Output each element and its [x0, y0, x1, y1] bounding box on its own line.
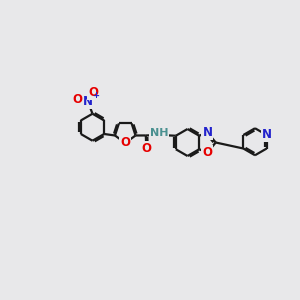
Text: +: +	[92, 91, 99, 100]
Text: N: N	[202, 126, 212, 139]
Text: O: O	[73, 93, 82, 106]
Text: N: N	[83, 95, 93, 108]
Text: O: O	[141, 142, 151, 155]
Text: NH: NH	[150, 128, 169, 138]
Text: N: N	[262, 128, 272, 142]
Text: O: O	[202, 146, 212, 159]
Text: O: O	[120, 136, 130, 149]
Text: O: O	[88, 86, 98, 99]
